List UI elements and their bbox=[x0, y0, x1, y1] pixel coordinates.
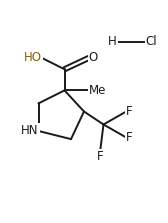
Text: HN: HN bbox=[21, 124, 38, 138]
Text: Me: Me bbox=[89, 84, 106, 97]
Text: Cl: Cl bbox=[146, 35, 157, 48]
Text: F: F bbox=[126, 131, 133, 144]
Text: F: F bbox=[97, 151, 103, 163]
Text: F: F bbox=[126, 105, 133, 118]
Text: O: O bbox=[89, 51, 98, 64]
Text: HO: HO bbox=[24, 51, 42, 64]
Text: H: H bbox=[108, 35, 116, 48]
